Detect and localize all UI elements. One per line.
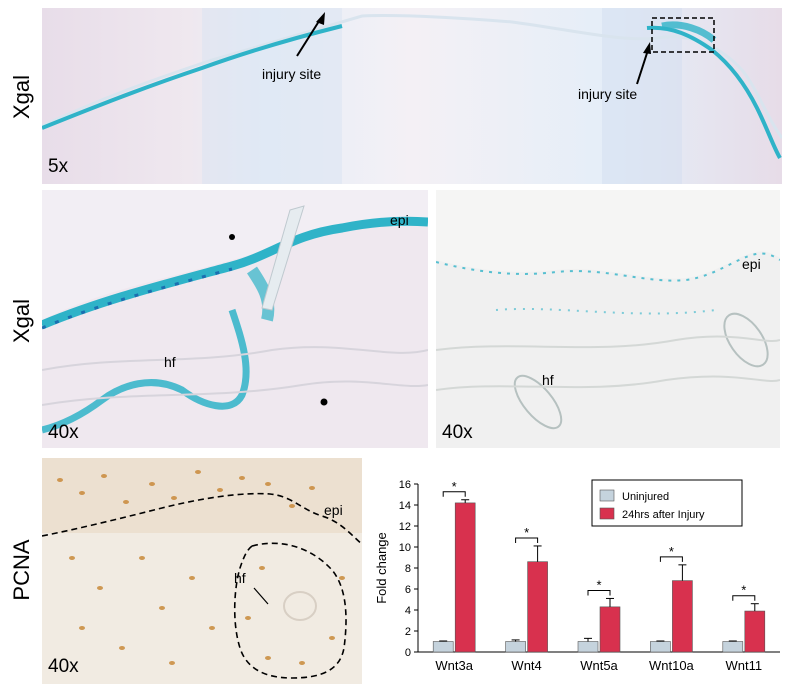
y-tick-label: 16 xyxy=(399,479,411,491)
micrograph-xgal-40x-injured-image xyxy=(42,190,428,448)
label-epi-bottom: epi xyxy=(324,502,343,518)
bar-Wnt3a-uninjured xyxy=(432,641,454,653)
legend-box xyxy=(591,479,743,527)
label-hf-mid-left: hf xyxy=(164,354,176,370)
y-tick-label: 10 xyxy=(399,542,411,554)
bar-Wnt5a-injured xyxy=(599,606,621,653)
x-tick-label-Wnt3a: Wnt3a xyxy=(435,658,473,673)
injury-site-label-left: injury site xyxy=(262,66,322,82)
significance-bracket xyxy=(515,537,539,543)
bar-Wnt4-uninjured xyxy=(505,641,526,653)
micrograph-xgal-5x: injury site injury site 5x xyxy=(42,8,782,184)
row-label-xgal-top: Xgal xyxy=(9,74,34,120)
y-tick-label: 0 xyxy=(405,647,411,659)
injury-site-label-right: injury site xyxy=(578,86,638,102)
label-hf-bottom: hf xyxy=(234,570,246,586)
x-tick-label-Wnt5a: Wnt5a xyxy=(580,658,618,673)
legend-swatch-0 xyxy=(599,489,615,502)
y-tick-label: 14 xyxy=(399,500,411,512)
bar-Wnt3a-injured xyxy=(454,502,476,653)
legend-label-0: Uninjured xyxy=(622,491,669,503)
significance-star: * xyxy=(524,525,529,540)
magnification-label-40x-a: 40x xyxy=(48,422,79,443)
micrograph-xgal-40x-uninjured: epi hf 40x xyxy=(436,190,780,448)
bar-Wnt4-injured xyxy=(527,561,548,653)
significance-bracket xyxy=(732,595,756,601)
y-tick-label: 6 xyxy=(405,584,411,596)
y-tick-label: 8 xyxy=(405,563,411,575)
significance-bracket xyxy=(442,491,466,497)
bar-Wnt11-injured xyxy=(744,610,766,653)
micrograph-xgal-5x-image xyxy=(42,8,782,184)
wnt-fold-change-chart: 0 2 4 6 8 10 12 14 16 Fold change * Wnt3a * Wnt4 * Wnt5… xyxy=(374,479,780,673)
y-tick-label: 2 xyxy=(405,626,411,638)
bar-Wnt11-uninjured xyxy=(722,641,744,653)
label-epi-mid-right: epi xyxy=(742,256,761,272)
row-label-pcna: PCNA xyxy=(9,539,34,601)
x-tick-label-Wnt10a: Wnt10a xyxy=(649,658,695,673)
significance-bracket xyxy=(659,556,683,562)
micrograph-xgal-40x-uninjured-image xyxy=(436,190,780,448)
significance-bracket xyxy=(587,589,611,596)
significance-star: * xyxy=(741,583,746,598)
micrograph-pcna-40x-image xyxy=(42,458,362,684)
bar-Wnt5a-uninjured xyxy=(577,641,599,653)
magnification-label-5x: 5x xyxy=(48,156,69,177)
x-tick-label-Wnt4: Wnt4 xyxy=(511,658,541,673)
label-hf-mid-right: hf xyxy=(542,372,554,388)
micrograph-pcna-40x: epi hf 40x xyxy=(42,458,362,684)
legend-swatch-1 xyxy=(599,507,615,520)
magnification-label-40x-b: 40x xyxy=(442,422,473,443)
bar-Wnt10a-uninjured xyxy=(650,641,671,653)
magnification-label-40x-c: 40x xyxy=(48,656,79,677)
y-tick-label: 12 xyxy=(399,521,411,533)
y-tick-label: 4 xyxy=(405,605,411,617)
label-epi-mid-left: epi xyxy=(390,212,409,228)
bar-Wnt10a-injured xyxy=(672,580,693,653)
legend-label-1: 24hrs after Injury xyxy=(622,509,705,521)
significance-star: * xyxy=(669,544,674,559)
x-tick-label-Wnt11: Wnt11 xyxy=(725,658,762,673)
row-label-xgal-mid: Xgal xyxy=(9,298,34,344)
significance-star: * xyxy=(452,479,457,494)
significance-star: * xyxy=(596,577,601,592)
micrograph-xgal-40x-injured: epi hf 40x xyxy=(42,190,428,448)
y-axis-title: Fold change xyxy=(374,532,389,604)
